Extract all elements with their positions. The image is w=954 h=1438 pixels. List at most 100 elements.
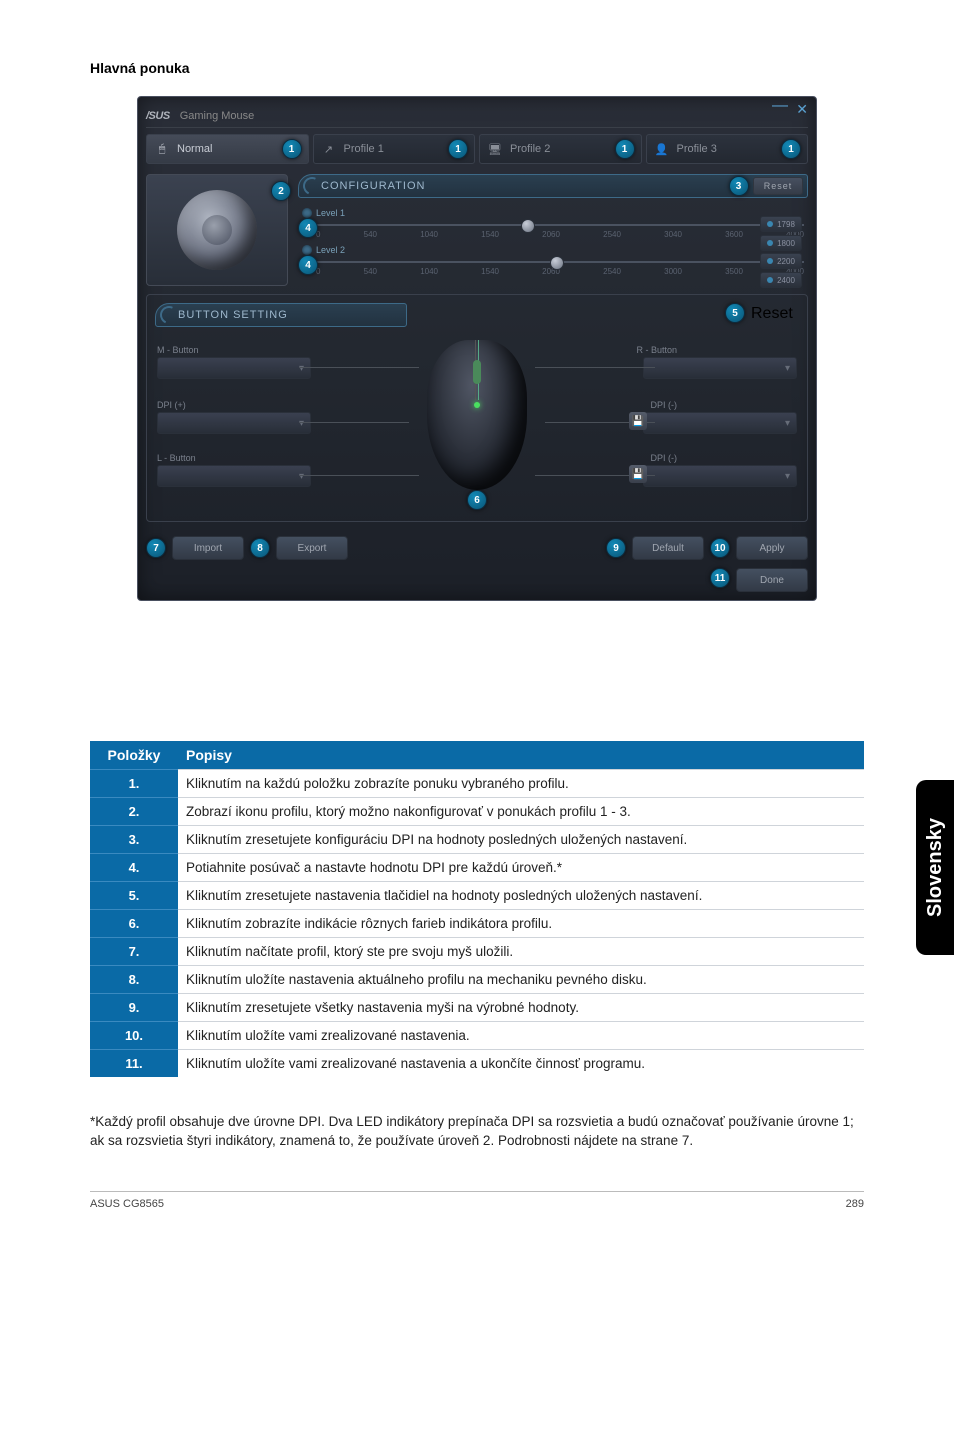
table-row-desc: Kliknutím načítate profil, ktorý ste pre… <box>178 938 864 966</box>
table-head-desc: Popisy <box>178 741 864 770</box>
table-row-desc: Kliknutím zresetujete konfiguráciu DPI n… <box>178 826 864 854</box>
callout-1c: 1 <box>615 139 635 159</box>
done-button[interactable]: Done <box>736 568 808 592</box>
level-2-title: Level 2 <box>302 245 804 255</box>
table-row-number: 11. <box>90 1050 178 1078</box>
user-icon: 👤 <box>653 140 671 158</box>
level-2-slider[interactable] <box>316 261 804 263</box>
table-row-number: 9. <box>90 994 178 1022</box>
level-1-badge-x: 1798 <box>760 216 802 232</box>
dpi-l-label: DPI (-) <box>651 453 678 463</box>
tab-label: Profile 3 <box>677 143 717 155</box>
config-header: CONFIGURATION Reset 3 <box>298 174 808 198</box>
table-row-number: 10. <box>90 1022 178 1050</box>
minimize-icon[interactable]: — <box>772 103 788 109</box>
l-button-dropdown[interactable] <box>157 465 311 487</box>
table-row-number: 4. <box>90 854 178 882</box>
table-row: 8.Kliknutím uložíte nastavenia aktuálneh… <box>90 966 864 994</box>
m-button-dropdown[interactable] <box>157 357 311 379</box>
table-row-desc: Kliknutím uložíte vami zrealizované nast… <box>178 1022 864 1050</box>
mouse-illustration <box>417 330 537 500</box>
table-row-number: 1. <box>90 770 178 798</box>
dpi-up-label: DPI (+) <box>157 400 186 410</box>
callout-8: 8 <box>250 538 270 558</box>
callout-4a: 4 <box>298 218 318 238</box>
callout-3: 3 <box>729 176 749 196</box>
r-button-dropdown[interactable] <box>643 357 797 379</box>
config-panel: CONFIGURATION Reset 3 Level 1 4 05401040… <box>298 174 808 286</box>
table-row: 6.Kliknutím zobrazíte indikácie rôznych … <box>90 910 864 938</box>
table-row-number: 6. <box>90 910 178 938</box>
table-row: 3.Kliknutím zresetujete konfiguráciu DPI… <box>90 826 864 854</box>
l-button-label: L - Button <box>157 453 196 463</box>
table-row: 5.Kliknutím zresetujete nastavenia tlači… <box>90 882 864 910</box>
tab-label: Normal <box>177 143 212 155</box>
callout-7: 7 <box>146 538 166 558</box>
profile-icon-box: 2 <box>146 174 288 286</box>
level-1-ticks: 05401040154020602540304036004000 <box>316 230 804 239</box>
callout-1b: 1 <box>448 139 468 159</box>
button-setting-reset[interactable]: Reset <box>751 305 799 321</box>
table-row-desc: Kliknutím na každú položku zobrazíte pon… <box>178 770 864 798</box>
dpi-down-dropdown[interactable] <box>643 412 797 434</box>
close-icon[interactable]: ✕ <box>796 101 808 118</box>
callout-9: 9 <box>606 538 626 558</box>
arrow-icon: ↗ <box>320 140 338 158</box>
footer-left: ASUS CG8565 <box>90 1198 164 1210</box>
section-title: Hlavná ponuka <box>90 60 864 76</box>
callout-11: 11 <box>710 568 730 588</box>
table-row-number: 3. <box>90 826 178 854</box>
callout-1a: 1 <box>282 139 302 159</box>
level-1-slider[interactable] <box>316 224 804 226</box>
save-icon-1[interactable]: 💾 <box>629 412 647 430</box>
monitor-icon: 🖥 <box>486 140 504 158</box>
table-row-number: 7. <box>90 938 178 966</box>
table-row-number: 8. <box>90 966 178 994</box>
config-reset-button[interactable]: Reset <box>753 177 803 195</box>
table-row: 9.Kliknutím zresetujete všetky nastaveni… <box>90 994 864 1022</box>
table-row-desc: Zobrazí ikonu profilu, ktorý možno nakon… <box>178 798 864 826</box>
table-row: 1.Kliknutím na každú položku zobrazíte p… <box>90 770 864 798</box>
level-1-title: Level 1 <box>302 208 804 218</box>
dpi-level-2: Level 2 4 054010401540206025403000350040… <box>302 245 804 276</box>
m-button-label: M - Button <box>157 345 199 355</box>
default-button[interactable]: Default <box>632 536 704 560</box>
app-window: /SUS Gaming Mouse — ✕ 🖱 Normal 1 ↗ Profi… <box>137 96 817 601</box>
dpi-l-dropdown[interactable] <box>643 465 797 487</box>
brand-logo: /SUS <box>146 110 170 122</box>
table-head-item: Položky <box>90 741 178 770</box>
table-row-desc: Kliknutím zobrazíte indikácie rôznych fa… <box>178 910 864 938</box>
tab-profile-3[interactable]: 👤 Profile 3 1 <box>646 134 809 164</box>
apply-button[interactable]: Apply <box>736 536 808 560</box>
language-side-tab: Slovensky <box>916 780 954 955</box>
mouse-icon: 🖱 <box>153 140 171 158</box>
callout-6: 6 <box>467 490 487 510</box>
dpi-up-dropdown[interactable] <box>157 412 311 434</box>
tab-normal[interactable]: 🖱 Normal 1 <box>146 134 309 164</box>
footer-right: 289 <box>846 1198 864 1210</box>
import-button[interactable]: Import <box>172 536 244 560</box>
gear-icon <box>177 190 257 270</box>
table-row-desc: Kliknutím uložíte nastavenia aktuálneho … <box>178 966 864 994</box>
level-1-handle[interactable] <box>521 219 535 233</box>
table-row: 11.Kliknutím uložíte vami zrealizované n… <box>90 1050 864 1078</box>
r-button-label: R - Button <box>636 345 677 355</box>
tab-profile-1[interactable]: ↗ Profile 1 1 <box>313 134 476 164</box>
profile-tabs: 🖱 Normal 1 ↗ Profile 1 1 🖥 Profile 2 1 👤… <box>146 134 808 164</box>
bottom-bar: 7 Import 8 Export 9 Default 10 Apply <box>146 536 808 560</box>
table-row: 7.Kliknutím načítate profil, ktorý ste p… <box>90 938 864 966</box>
page-footer: ASUS CG8565 289 <box>90 1191 864 1210</box>
tab-profile-2[interactable]: 🖥 Profile 2 1 <box>479 134 642 164</box>
footnote: *Každý profil obsahuje dve úrovne DPI. D… <box>90 1113 864 1151</box>
table-row-number: 2. <box>90 798 178 826</box>
table-row-number: 5. <box>90 882 178 910</box>
button-setting-header: BUTTON SETTING <box>155 303 407 327</box>
button-setting-panel: BUTTON SETTING Reset 5 6 M - Button DPI … <box>146 294 808 522</box>
save-icon-2[interactable]: 💾 <box>629 465 647 483</box>
table-row: 4.Potiahnite posúvač a nastavte hodnotu … <box>90 854 864 882</box>
language-label: Slovensky <box>924 818 947 917</box>
table-row-desc: Potiahnite posúvač a nastavte hodnotu DP… <box>178 854 864 882</box>
table-row-desc: Kliknutím uložíte vami zrealizované nast… <box>178 1050 864 1078</box>
export-button[interactable]: Export <box>276 536 348 560</box>
table-row-desc: Kliknutím zresetujete všetky nastavenia … <box>178 994 864 1022</box>
